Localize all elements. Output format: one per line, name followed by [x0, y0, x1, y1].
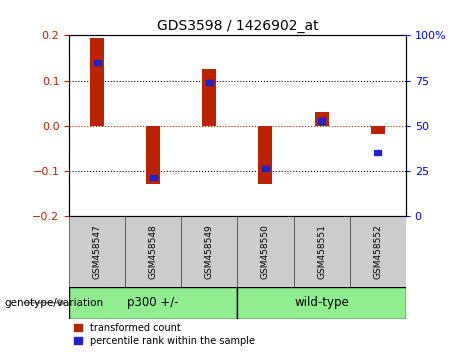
- Text: p300 +/-: p300 +/-: [128, 296, 179, 309]
- Bar: [181, 216, 237, 287]
- Bar: [374, 150, 381, 155]
- Bar: [125, 216, 181, 287]
- Bar: [318, 119, 325, 124]
- Bar: [69, 287, 237, 319]
- Bar: [202, 69, 216, 126]
- Text: GSM458550: GSM458550: [261, 224, 270, 279]
- Bar: [262, 166, 269, 171]
- Bar: [237, 216, 294, 287]
- Bar: [259, 126, 272, 184]
- Bar: [206, 80, 213, 86]
- Text: GSM458547: GSM458547: [93, 224, 102, 279]
- Text: genotype/variation: genotype/variation: [5, 298, 104, 308]
- Title: GDS3598 / 1426902_at: GDS3598 / 1426902_at: [157, 19, 318, 33]
- Bar: [146, 126, 160, 184]
- Text: GSM458548: GSM458548: [149, 224, 158, 279]
- Text: GSM458552: GSM458552: [373, 224, 382, 279]
- Bar: [69, 216, 125, 287]
- Bar: [94, 60, 100, 65]
- Bar: [294, 216, 349, 287]
- Bar: [314, 112, 329, 126]
- Text: wild-type: wild-type: [294, 296, 349, 309]
- Text: GSM458549: GSM458549: [205, 224, 214, 279]
- Bar: [349, 216, 406, 287]
- Text: GSM458551: GSM458551: [317, 224, 326, 279]
- Bar: [90, 38, 104, 126]
- Bar: [371, 126, 384, 134]
- Legend: transformed count, percentile rank within the sample: transformed count, percentile rank withi…: [74, 323, 254, 346]
- Bar: [150, 175, 157, 180]
- Bar: [237, 287, 406, 319]
